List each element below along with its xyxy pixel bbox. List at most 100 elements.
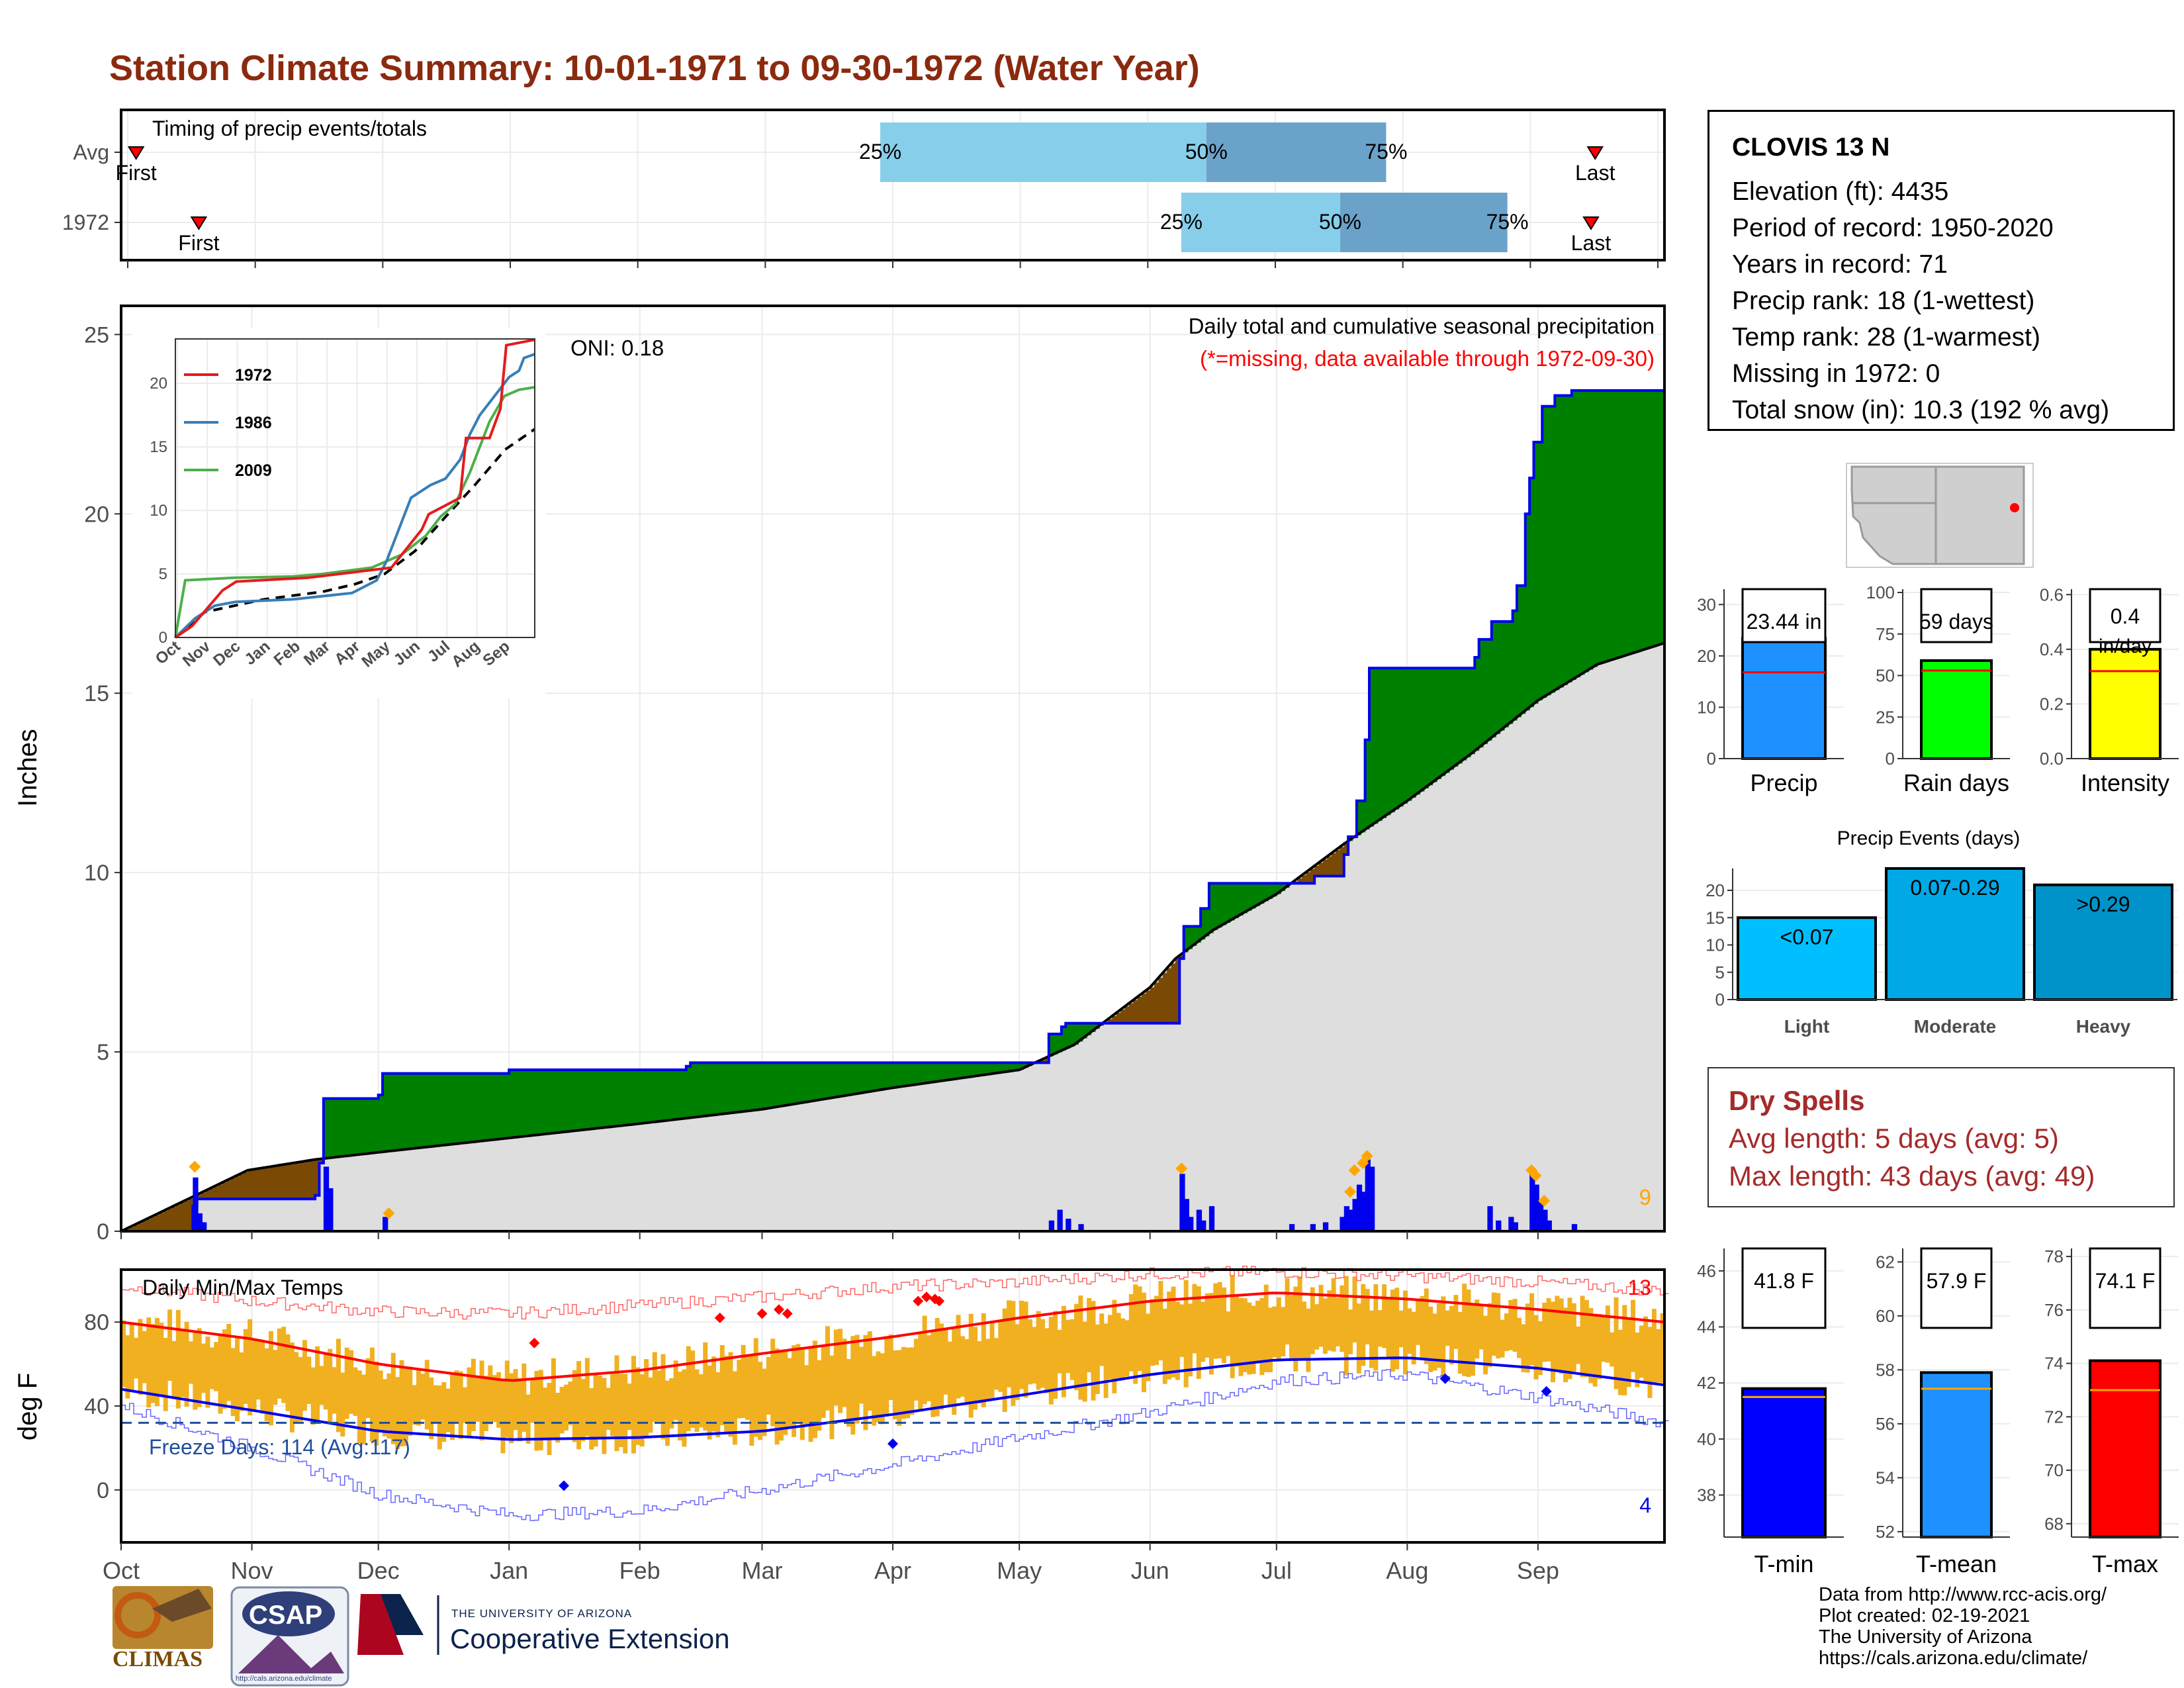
daily-temp-bar [441,1382,447,1442]
daily-temp-bar [1099,1313,1105,1366]
daily-temp-bar [336,1338,341,1432]
surplus-fill [732,1062,737,1113]
surplus-fill [1061,1027,1066,1051]
surplus-fill [956,1062,961,1079]
daily-temp-bar [193,1331,198,1410]
daily-temp-bar [829,1355,835,1440]
panel-ytick-label: 76 [2044,1300,2064,1320]
daily-precip-bar [1496,1220,1502,1231]
surplus-fill [1377,668,1383,821]
daily-temp-bar [850,1336,856,1435]
daily-temp-bar [673,1360,678,1421]
panel-value-label: 23.44 in [1747,610,1822,633]
surplus-fill [968,1062,974,1077]
record-high-marker [913,1295,924,1307]
deficit-fill [289,1163,295,1199]
daily-temp-bar [1183,1280,1189,1387]
surplus-fill [429,1073,434,1147]
daily-temp-bar [214,1342,219,1391]
surplus-fill [500,1073,506,1139]
panel-value-bar [2089,1359,2161,1539]
daily-temp-bar [525,1394,531,1444]
daily-temp-bar [1087,1297,1092,1373]
surplus-fill [1230,883,1235,921]
surplus-fill [1639,390,1644,651]
surplus-fill [1247,883,1252,911]
panel-value-box [1920,588,1993,643]
timing-bar-lower [880,122,1206,182]
deficit-fill [306,1160,312,1199]
daily-precip-bar [1512,1222,1518,1231]
surplus-fill [993,1062,999,1074]
surplus-fill [1479,639,1484,748]
surplus-fill [918,1062,923,1084]
deficit-fill [281,1164,287,1199]
daily-temp-bar [1432,1313,1437,1371]
surplus-fill [328,1098,333,1158]
surplus-fill [1516,585,1522,718]
daily-temp-bar [1521,1324,1526,1372]
daily-temp-bar [1398,1310,1404,1348]
surplus-fill [534,1070,539,1135]
deficit-fill [1158,978,1163,1023]
surplus-fill [926,1062,931,1084]
surplus-fill [602,1070,607,1128]
deficit-fill [167,1209,173,1231]
daily-temp-bar [424,1360,430,1430]
panel-value-label: 74.1 F [2095,1269,2156,1293]
daily-temp-bar [602,1378,607,1454]
daily-temp-bar [125,1335,130,1399]
daily-temp-bar [273,1350,278,1405]
daily-temp-bar [1154,1295,1160,1365]
deficit-fill [1044,1058,1050,1063]
surplus-fill [741,1062,746,1112]
daily-temp-bar [488,1365,493,1425]
surplus-fill [901,1062,906,1087]
surplus-fill [804,1062,809,1103]
timing-bar-lower [1181,193,1340,252]
surplus-fill [1580,390,1585,675]
surplus-fill [1622,390,1627,657]
surplus-fill [475,1073,480,1142]
surplus-fill [1238,883,1244,916]
surplus-fill [445,1073,451,1145]
daily-precip-bar [1078,1224,1084,1231]
deficit-fill [180,1203,185,1231]
credit-created: Plot created: 02-19-2021 [1819,1605,2030,1626]
daily-temp-bar [1146,1313,1151,1382]
panel-ytick-label: 0.4 [2040,639,2064,659]
daily-temp-bar [1487,1303,1492,1368]
daily-temp-bar [880,1353,885,1425]
surplus-fill [1373,668,1379,824]
deficit-fill [251,1169,257,1199]
daily-temp-bar [1617,1329,1623,1395]
surplus-fill [922,1062,927,1084]
surplus-fill [1470,668,1475,755]
daily-temp-bar [129,1323,134,1391]
daily-temp-bar [416,1368,421,1426]
surplus-fill [1192,926,1197,946]
events-ytick-label: 10 [1706,935,1725,955]
month-label: Aug [1386,1557,1428,1584]
daily-temp-bar [774,1348,780,1445]
surplus-fill [1584,390,1589,673]
surplus-fill [652,1070,657,1123]
events-ytick-label: 15 [1706,908,1725,927]
daily-temp-bar [872,1356,877,1426]
surplus-fill [1394,668,1400,810]
deficit-fill [235,1176,240,1199]
surplus-fill [783,1062,788,1106]
daily-temp-bar [1449,1305,1455,1365]
daily-temp-bar [1394,1288,1400,1370]
ytick-label: 15 [84,681,109,706]
surplus-fill [551,1070,556,1134]
surplus-fill [724,1062,729,1114]
surplus-fill [1592,390,1598,667]
daily-temp-bar [1133,1284,1138,1384]
panel-x-label: T-min [1754,1550,1814,1577]
surplus-fill [639,1070,645,1124]
daily-temp-bar [1626,1317,1631,1387]
surplus-fill [888,1062,893,1089]
daily-temp-bar [968,1313,974,1418]
info-missing: Missing in 1972: 0 [1732,359,1940,388]
